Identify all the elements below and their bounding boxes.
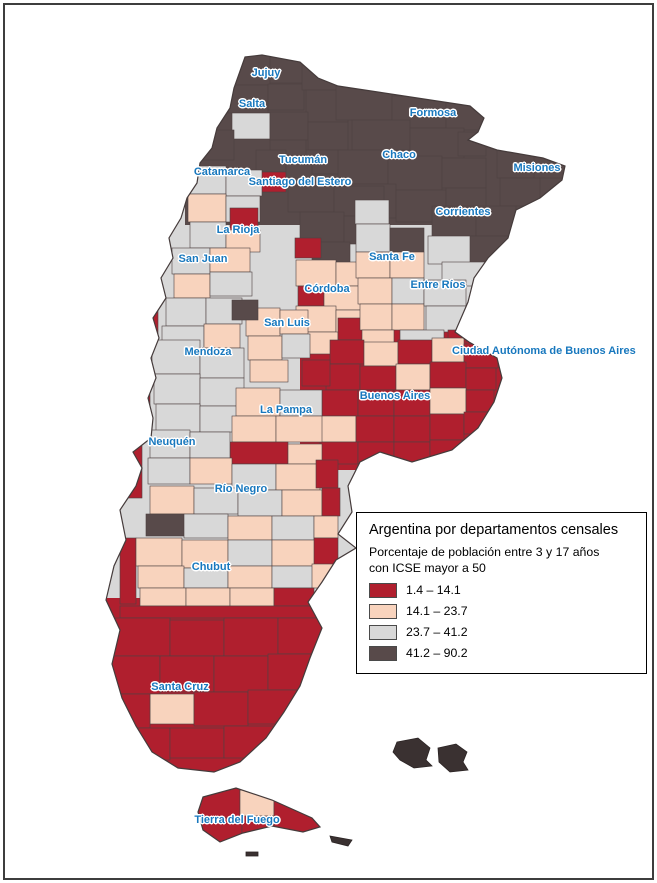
mainland-outline	[105, 54, 566, 773]
legend-subtitle: Porcentaje de población entre 3 y 17 año…	[369, 545, 634, 577]
legend-row: 23.7 – 41.2	[369, 624, 634, 640]
tierra-del-fuego-departments	[198, 788, 320, 842]
legend-subtitle-line2: con ICSE mayor a 50	[369, 560, 486, 575]
small-islet	[245, 851, 259, 857]
malvinas-west-island	[392, 737, 433, 769]
legend-title: Argentina por departamentos censales	[369, 522, 619, 538]
tierra-del-fuego-outline	[197, 787, 322, 843]
legend-swatch-class2	[369, 603, 397, 619]
legend-label-class2: 14.1 – 23.7	[406, 604, 468, 619]
isla-de-los-estados	[329, 835, 353, 847]
legend-subtitle-line1: Porcentaje de población entre 3 y 17 año…	[369, 545, 600, 559]
legend-label-class1: 1.4 – 14.1	[406, 583, 461, 598]
legend-row: 14.1 – 23.7	[369, 603, 634, 619]
legend-row: 1.4 – 14.1	[369, 582, 634, 598]
malvinas-east-island	[437, 743, 469, 773]
legend-swatch-class3	[369, 624, 397, 640]
legend-swatch-class4	[369, 645, 397, 661]
legend-panel: Argentina por departamentos censales Por…	[356, 512, 647, 674]
legend-label-class4: 41.2 – 90.2	[406, 646, 468, 661]
legend-swatch-class1	[369, 582, 397, 598]
legend-row: 41.2 – 90.2	[369, 645, 634, 661]
legend-label-class3: 23.7 – 41.2	[406, 625, 468, 640]
